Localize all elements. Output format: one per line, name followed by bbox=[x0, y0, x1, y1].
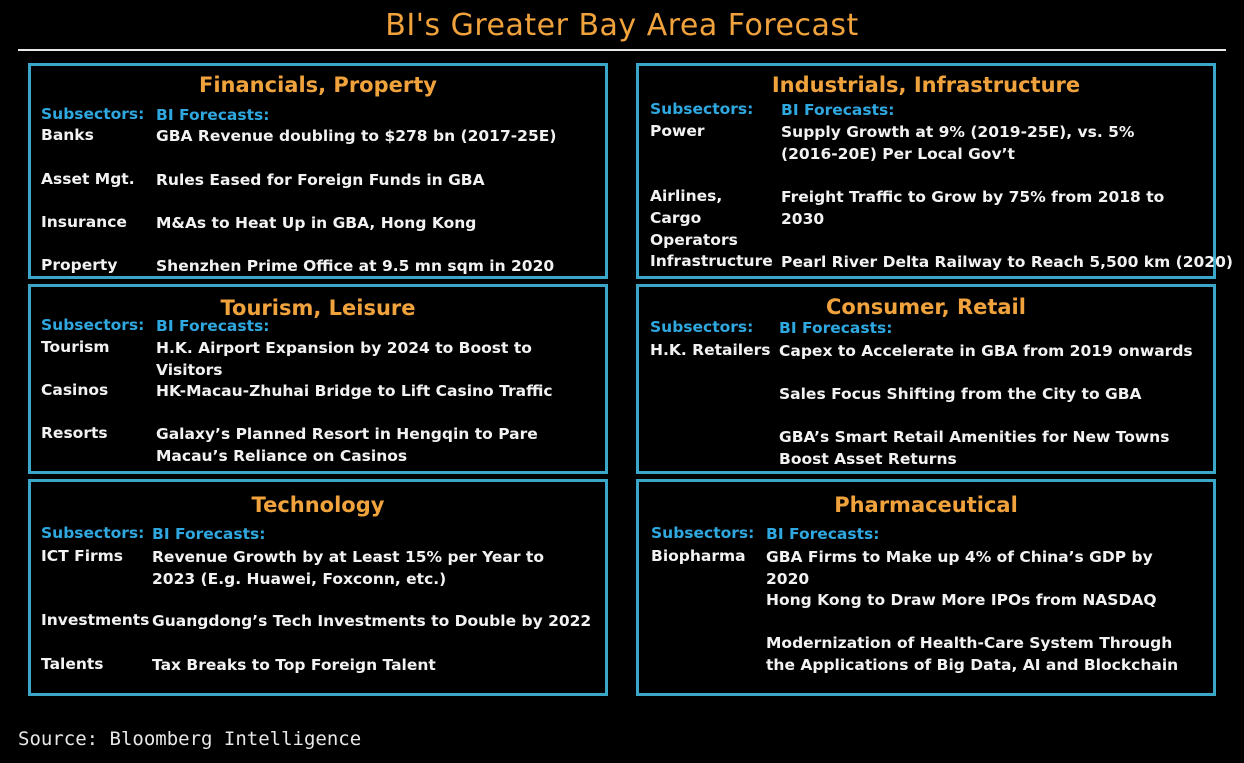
forecasts-header: BI Forecasts: bbox=[781, 101, 895, 119]
subsector-label: Property bbox=[41, 256, 118, 274]
forecast-text: H.K. Airport Expansion by 2024 to Boost … bbox=[156, 339, 532, 379]
source-note: Source: Bloomberg Intelligence bbox=[18, 728, 362, 750]
forecast-text: Shenzhen Prime Office at 9.5 mn sqm in 2… bbox=[156, 257, 555, 275]
subsectors-header: Subsectors: bbox=[650, 318, 754, 336]
subsector-label: Casinos bbox=[41, 381, 109, 399]
subsector-label: Airlines, Cargo Operators bbox=[650, 187, 738, 249]
page-title: BI's Greater Bay Area Forecast bbox=[385, 8, 859, 43]
subsector-label: Power bbox=[650, 122, 705, 140]
panel-technology: Technology Subsectors: BI Forecasts: ICT… bbox=[28, 479, 608, 696]
subsectors-header: Subsectors: bbox=[650, 100, 754, 118]
forecast-text: Supply Growth at 9% (2019-25E), vs. 5% (… bbox=[781, 123, 1135, 163]
subsector-label: Infrastructure bbox=[650, 252, 773, 270]
forecast-text: Rules Eased for Foreign Funds in GBA bbox=[156, 171, 485, 189]
subsectors-header: Subsectors: bbox=[651, 524, 755, 542]
subsector-label: H.K. Retailers bbox=[650, 341, 771, 359]
forecasts-header: BI Forecasts: bbox=[156, 106, 270, 124]
subsectors-header: Subsectors: bbox=[41, 524, 145, 542]
panel-title: Industrials, Infrastructure bbox=[771, 73, 1081, 97]
forecast-text: Sales Focus Shifting from the City to GB… bbox=[779, 385, 1142, 403]
forecast-text: Pearl River Delta Railway to Reach 5,500… bbox=[781, 253, 1233, 271]
subsector-label: Talents bbox=[41, 655, 104, 673]
forecast-text: Revenue Growth by at Least 15% per Year … bbox=[152, 548, 544, 588]
forecast-text: GBA’s Smart Retail Amenities for New Tow… bbox=[779, 428, 1170, 468]
subsector-label: Biopharma bbox=[651, 547, 746, 565]
forecast-text: Freight Traffic to Grow by 75% from 2018… bbox=[781, 188, 1165, 228]
panel-title: Pharmaceutical bbox=[834, 493, 1018, 517]
subsector-label: Asset Mgt. bbox=[41, 170, 135, 188]
subsectors-header: Subsectors: bbox=[41, 105, 145, 123]
panel-consumer-retail: Consumer, Retail Subsectors: BI Forecast… bbox=[636, 284, 1216, 474]
forecasts-header: BI Forecasts: bbox=[152, 525, 266, 543]
forecast-text: GBA Revenue doubling to $278 bn (2017-25… bbox=[156, 127, 557, 145]
subsector-label: Resorts bbox=[41, 424, 108, 442]
forecast-text: M&As to Heat Up in GBA, Hong Kong bbox=[156, 214, 477, 232]
forecast-text: Galaxy’s Planned Resort in Hengqin to Pa… bbox=[156, 425, 538, 465]
forecast-text: Guangdong’s Tech Investments to Double b… bbox=[152, 612, 592, 630]
forecasts-header: BI Forecasts: bbox=[779, 319, 893, 337]
panel-industrials-infrastructure: Industrials, Infrastructure Subsectors: … bbox=[636, 63, 1233, 279]
forecast-text: HK-Macau-Zhuhai Bridge to Lift Casino Tr… bbox=[156, 382, 553, 400]
subsector-label: Banks bbox=[41, 126, 94, 144]
panel-title: Consumer, Retail bbox=[826, 295, 1026, 319]
forecast-text: Hong Kong to Draw More IPOs from NASDAQ bbox=[766, 591, 1157, 609]
title-divider bbox=[18, 49, 1226, 51]
panel-tourism-leisure: Tourism, Leisure Subsectors: BI Forecast… bbox=[28, 284, 608, 474]
subsector-label: Insurance bbox=[41, 213, 127, 231]
forecast-text: Capex to Accelerate in GBA from 2019 onw… bbox=[779, 342, 1193, 360]
subsector-label: ICT Firms bbox=[41, 547, 124, 565]
panel-title: Financials, Property bbox=[199, 73, 437, 97]
panel-pharmaceutical: Pharmaceutical Subsectors: BI Forecasts:… bbox=[636, 479, 1216, 696]
forecast-text: GBA Firms to Make up 4% of China’s GDP b… bbox=[766, 548, 1153, 588]
forecast-text: Modernization of Health-Care System Thro… bbox=[766, 634, 1179, 674]
panel-title: Technology bbox=[251, 493, 385, 517]
forecasts-header: BI Forecasts: bbox=[766, 525, 880, 543]
subsector-label: Investments bbox=[41, 611, 150, 629]
forecast-text: Tax Breaks to Top Foreign Talent bbox=[152, 656, 436, 674]
panel-financials-property: Financials, Property Subsectors: BI Fore… bbox=[28, 63, 608, 279]
subsector-label: Tourism bbox=[41, 338, 110, 356]
panel-title: Tourism, Leisure bbox=[220, 296, 416, 320]
subsectors-header: Subsectors: bbox=[41, 316, 145, 334]
forecasts-header: BI Forecasts: bbox=[156, 317, 270, 335]
